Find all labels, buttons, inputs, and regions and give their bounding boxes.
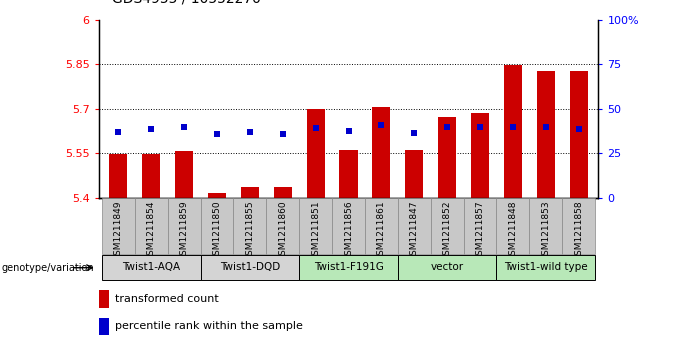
Bar — [496, 256, 595, 280]
Text: GSM1211857: GSM1211857 — [475, 201, 485, 261]
Text: GDS4955 / 10552270: GDS4955 / 10552270 — [112, 0, 261, 5]
Bar — [332, 198, 365, 254]
Bar — [267, 198, 299, 254]
Bar — [175, 151, 193, 198]
Bar — [201, 256, 299, 280]
Text: transformed count: transformed count — [115, 294, 219, 304]
Bar — [537, 71, 555, 198]
Bar — [339, 150, 358, 198]
Text: Twist1-DQD: Twist1-DQD — [220, 262, 280, 272]
Bar — [99, 290, 109, 308]
Bar — [464, 198, 496, 254]
Text: GSM1211854: GSM1211854 — [147, 201, 156, 261]
Text: GSM1211858: GSM1211858 — [574, 201, 583, 261]
Bar — [529, 198, 562, 254]
Text: GSM1211848: GSM1211848 — [509, 201, 517, 261]
Text: GSM1211853: GSM1211853 — [541, 201, 550, 261]
Text: vector: vector — [430, 262, 464, 272]
Bar — [398, 198, 430, 254]
Text: Twist1-AQA: Twist1-AQA — [122, 262, 180, 272]
Bar — [233, 198, 267, 254]
Bar — [273, 187, 292, 198]
Bar — [208, 193, 226, 198]
Bar — [504, 65, 522, 198]
Bar — [201, 198, 233, 254]
Bar — [471, 113, 489, 198]
Text: GSM1211860: GSM1211860 — [278, 201, 287, 261]
Text: GSM1211852: GSM1211852 — [443, 201, 452, 261]
Bar — [496, 198, 529, 254]
Text: genotype/variation: genotype/variation — [1, 263, 94, 273]
Bar — [570, 71, 588, 198]
Bar — [109, 154, 127, 198]
Text: GSM1211855: GSM1211855 — [245, 201, 254, 261]
Text: GSM1211859: GSM1211859 — [180, 201, 188, 261]
Bar — [241, 187, 259, 198]
Bar — [168, 198, 201, 254]
Text: GSM1211847: GSM1211847 — [410, 201, 419, 261]
Text: Twist1-wild type: Twist1-wild type — [504, 262, 588, 272]
Bar — [102, 256, 201, 280]
Text: percentile rank within the sample: percentile rank within the sample — [115, 321, 303, 331]
Bar — [405, 150, 424, 198]
Text: GSM1211861: GSM1211861 — [377, 201, 386, 261]
Bar — [299, 198, 332, 254]
Bar — [307, 109, 324, 198]
Bar — [142, 154, 160, 198]
Bar — [135, 198, 168, 254]
Text: GSM1211849: GSM1211849 — [114, 201, 123, 261]
Bar — [398, 256, 496, 280]
Text: GSM1211856: GSM1211856 — [344, 201, 353, 261]
Bar — [102, 198, 135, 254]
Text: Twist1-F191G: Twist1-F191G — [313, 262, 384, 272]
Bar — [373, 107, 390, 198]
Text: GSM1211850: GSM1211850 — [212, 201, 222, 261]
Bar — [438, 117, 456, 198]
Bar — [365, 198, 398, 254]
Bar — [430, 198, 464, 254]
Bar — [299, 256, 398, 280]
Bar — [562, 198, 595, 254]
Text: GSM1211851: GSM1211851 — [311, 201, 320, 261]
Bar — [99, 318, 109, 335]
